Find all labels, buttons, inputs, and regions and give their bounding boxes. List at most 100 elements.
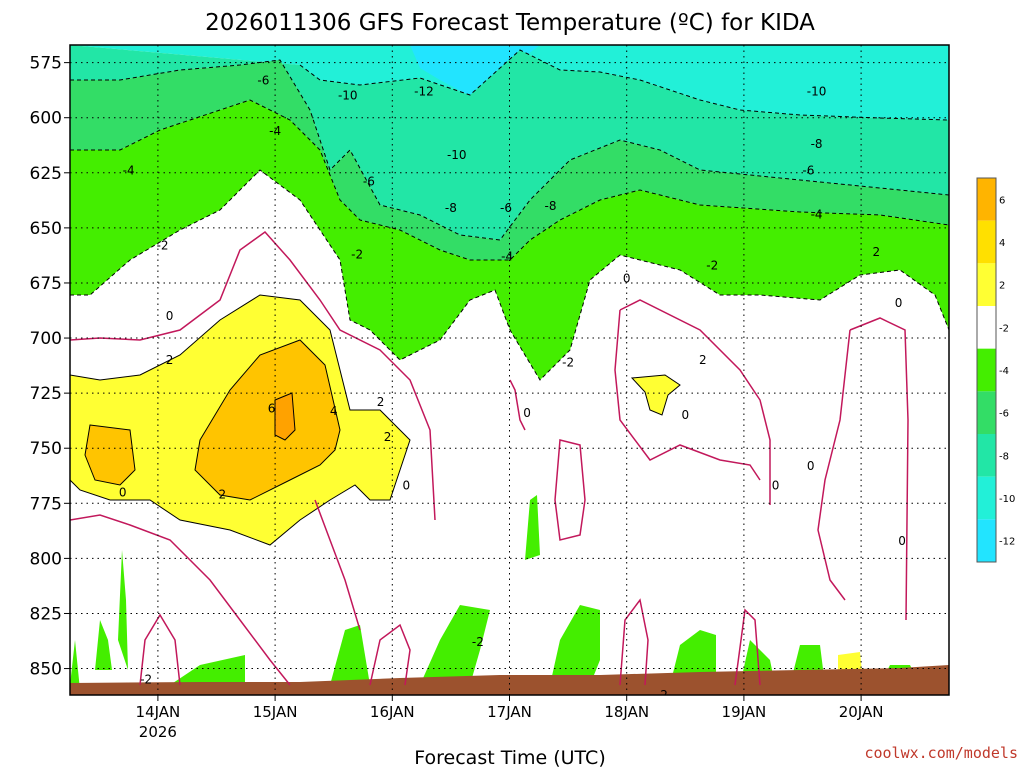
contour-label: -2: [562, 355, 574, 369]
y-tick-label: 625: [30, 164, 62, 184]
contour-label: 0: [623, 272, 631, 286]
x-tick-label: 20JAN: [839, 703, 884, 721]
positive-contours: [70, 294, 681, 546]
colorbar-label: -4: [999, 366, 1009, 377]
contour-label: -12: [414, 84, 434, 98]
band-minus-10-fill: [70, 45, 949, 120]
y-tick-label: 600: [30, 109, 62, 129]
contour-label: 0: [166, 309, 174, 323]
contour-label: -6: [257, 73, 269, 87]
contour-label: 4: [330, 404, 338, 418]
y-tick-label: 850: [30, 660, 62, 680]
colorbar-label: 6: [999, 195, 1005, 206]
contour-label: -10: [447, 148, 467, 162]
x-tick-label: 17JAN: [487, 703, 532, 721]
credit-text[interactable]: coolwx.com/models: [864, 744, 1018, 762]
colorbar-swatch: [977, 220, 996, 264]
grid: [70, 45, 949, 695]
x-tick-sublabel: 2026: [139, 723, 177, 741]
contour-field: -6 -10 -12 -10 -4 -8 -10 -4 -6 -6 -8 -6 -8 -4 -2 -2 -4 2 -…: [70, 45, 949, 702]
colorbar-frame: [976, 177, 997, 563]
contour-label: -6: [363, 175, 375, 189]
colorbar-swatch: [977, 391, 996, 434]
contour-label: 2: [873, 245, 881, 259]
chart-title: 2026011306 GFS Forecast Temperature (ºC)…: [205, 10, 815, 36]
band-6-fill: [275, 393, 295, 440]
x-tick-label: 14JAN: [136, 703, 181, 721]
x-axis-label: Forecast Time (UTC): [414, 747, 605, 768]
y-tick-label: 800: [30, 549, 62, 569]
contour-label: 0: [403, 479, 411, 493]
contour-label: -2: [157, 239, 169, 253]
contour-label: -4: [269, 124, 281, 138]
colorbar-swatch: [977, 348, 996, 392]
colorbar-label: 4: [999, 238, 1005, 249]
band-minus-4-surface: [70, 495, 920, 690]
contour-label: 2: [166, 353, 174, 367]
contour-label: -4: [811, 208, 823, 222]
contour-label: 0: [895, 296, 903, 310]
contour-label: -4: [501, 250, 513, 264]
colorbar-swatch: [977, 306, 996, 349]
band-minus-8-fill: [70, 45, 949, 240]
x-axis: 14JAN 2026 15JAN 16JAN 17JAN 18JAN 19JAN 20JAN: [136, 695, 884, 741]
contour-label: -2: [140, 673, 152, 687]
contour-label: 2: [219, 487, 227, 501]
colorbar-swatch: [977, 434, 996, 477]
contour-label: -4: [123, 164, 135, 178]
colorbar-label: -10: [999, 494, 1015, 505]
contour-label: -2: [472, 635, 484, 649]
x-tick-label: 19JAN: [722, 703, 767, 721]
contour-label: 0: [523, 406, 531, 420]
contour-label: 0: [119, 485, 127, 499]
contour-label: -6: [802, 164, 814, 178]
colorbar-swatch: [977, 476, 996, 520]
contour-label: -8: [545, 199, 557, 213]
contour-label: -2: [351, 247, 363, 261]
colorbar-label: -6: [999, 409, 1009, 420]
contour-label: 0: [772, 479, 780, 493]
x-tick-label: 15JAN: [253, 703, 298, 721]
colorbar-swatch: [977, 263, 996, 306]
band-2-pocket-18jan: [632, 375, 680, 415]
colorbar-label: 2: [999, 281, 1005, 292]
contour-label: 2: [377, 395, 385, 409]
y-axis: 575 600 625 650 675 700 725 750 775 800 825 850: [30, 54, 70, 680]
colorbar-label: -8: [999, 451, 1009, 462]
y-tick-label: 725: [30, 384, 62, 404]
contour-label: -8: [811, 137, 823, 151]
contour-label: 0: [898, 534, 906, 548]
contour-label: 2: [699, 353, 707, 367]
y-tick-label: 675: [30, 274, 62, 294]
colorbar-label: -2: [999, 323, 1009, 334]
ground-fill: [70, 665, 949, 695]
y-tick-label: 650: [30, 219, 62, 239]
contour-label: -8: [445, 201, 457, 215]
y-tick-label: 700: [30, 329, 62, 349]
contour-label: 2: [384, 430, 392, 444]
colorbar: 6 4 2 -2 -4 -6 -8 -10 -12: [976, 177, 1015, 563]
zero-isotherm: [70, 230, 909, 686]
y-tick-label: 750: [30, 439, 62, 459]
colorbar-swatch: [977, 519, 996, 562]
x-tick-label: 16JAN: [370, 703, 415, 721]
colorbar-label: -12: [999, 537, 1015, 548]
band-minus-12-fill: [410, 45, 540, 96]
x-tick-label: 18JAN: [604, 703, 649, 721]
band-2-pocket-20jan: [838, 652, 862, 672]
contour-label: -10: [807, 84, 827, 98]
negative-contours: [70, 49, 949, 381]
contour-labels: -6 -10 -12 -10 -4 -8 -10 -4 -6 -6 -8 -6 -8 -4 -2 -2 -4 2 -…: [119, 73, 906, 702]
contour-label: -2: [656, 688, 668, 702]
y-tick-label: 775: [30, 494, 62, 514]
y-tick-label: 825: [30, 604, 62, 624]
contour-label: -10: [338, 89, 358, 103]
contour-label: -2: [706, 258, 718, 272]
y-tick-label: 575: [30, 54, 62, 74]
contour-label: -6: [500, 201, 512, 215]
band-minus-4-fill: [70, 100, 949, 380]
contour-label: 6: [268, 402, 276, 416]
contour-label: 0: [807, 459, 815, 473]
band-minus-6-fill: [70, 60, 949, 260]
